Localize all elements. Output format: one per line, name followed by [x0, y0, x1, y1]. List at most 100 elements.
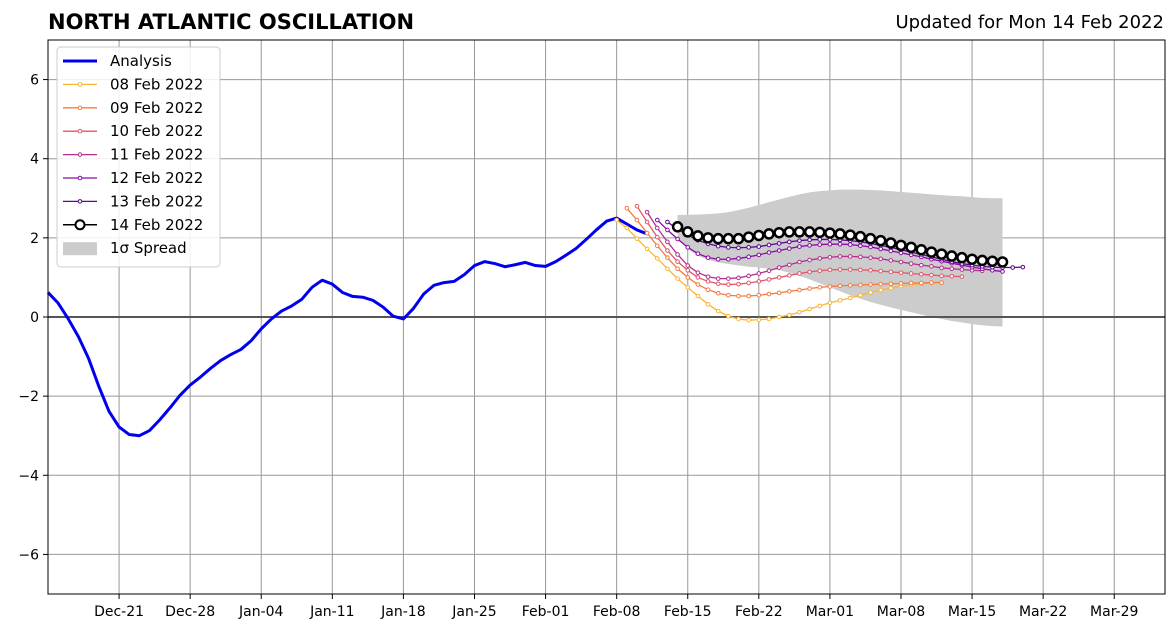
point-10-feb-2022 [654, 234, 660, 240]
point-09-feb-2022 [817, 285, 823, 290]
point-14-feb-2022 [935, 248, 948, 260]
point-11-feb-2022 [695, 270, 701, 275]
point-10-feb-2022 [807, 269, 812, 275]
point-14-feb-2022 [722, 232, 735, 245]
point-09-feb-2022 [695, 282, 701, 287]
point-14-feb-2022 [824, 227, 836, 239]
x-tick-label: Mar-29 [1090, 604, 1138, 620]
point-11-feb-2022 [898, 259, 904, 265]
point-09-feb-2022 [807, 286, 812, 291]
point-09-feb-2022 [797, 287, 802, 293]
point-08-feb-2022 [685, 285, 691, 290]
point-13-feb-2022 [817, 237, 823, 242]
point-11-feb-2022 [644, 209, 650, 215]
point-14-feb-2022 [732, 232, 745, 245]
legend-marker-14-feb-2022 [74, 219, 86, 231]
point-09-feb-2022 [624, 205, 630, 211]
point-10-feb-2022 [705, 279, 711, 284]
point-11-feb-2022 [918, 262, 924, 268]
x-tick-label: Jan-25 [451, 604, 496, 620]
point-11-feb-2022 [807, 257, 812, 263]
point-11-feb-2022 [675, 252, 680, 257]
point-14-feb-2022 [905, 241, 917, 254]
point-09-feb-2022 [898, 281, 904, 286]
point-09-feb-2022 [847, 283, 853, 288]
legend-box [56, 46, 221, 268]
point-08-feb-2022 [634, 236, 640, 241]
point-14-feb-2022 [793, 226, 806, 238]
point-11-feb-2022 [797, 259, 802, 265]
point-12-feb-2022 [766, 250, 772, 255]
point-09-feb-2022 [766, 291, 772, 297]
point-12-feb-2022 [685, 245, 691, 250]
x-tick-label: Feb-22 [735, 604, 783, 620]
point-14-feb-2022 [803, 226, 816, 238]
point-10-feb-2022 [918, 271, 924, 277]
y-tick-label: 0 [30, 310, 39, 326]
point-14-feb-2022 [681, 226, 694, 238]
point-12-feb-2022 [878, 246, 883, 252]
point-11-feb-2022 [786, 262, 792, 268]
point-09-feb-2022 [675, 266, 680, 272]
point-08-feb-2022 [644, 246, 650, 252]
point-11-feb-2022 [715, 276, 721, 281]
point-13-feb-2022 [786, 239, 792, 245]
point-10-feb-2022 [644, 219, 650, 225]
point-12-feb-2022 [868, 244, 873, 250]
point-10-feb-2022 [898, 270, 904, 275]
point-09-feb-2022 [837, 283, 843, 289]
point-11-feb-2022 [685, 263, 691, 268]
point-09-feb-2022 [776, 290, 782, 296]
point-09-feb-2022 [888, 281, 894, 287]
y-tick-label: 2 [30, 231, 39, 247]
legend-marker-09-feb-2022 [77, 105, 83, 111]
point-11-feb-2022 [654, 225, 660, 231]
point-12-feb-2022 [847, 242, 853, 247]
point-10-feb-2022 [776, 275, 782, 280]
point-12-feb-2022 [705, 255, 711, 260]
point-08-feb-2022 [675, 276, 680, 281]
point-12-feb-2022 [675, 236, 680, 242]
point-10-feb-2022 [634, 203, 640, 209]
point-14-feb-2022 [783, 226, 796, 238]
point-14-feb-2022 [702, 232, 714, 244]
legend-marker-11-feb-2022 [77, 152, 83, 157]
point-10-feb-2022 [827, 267, 833, 273]
plot-frame [47, 39, 1166, 595]
point-11-feb-2022 [705, 274, 711, 279]
point-11-feb-2022 [878, 256, 883, 262]
point-14-feb-2022 [976, 254, 988, 267]
point-08-feb-2022 [624, 225, 630, 231]
point-08-feb-2022 [776, 314, 782, 320]
point-08-feb-2022 [817, 303, 823, 309]
point-12-feb-2022 [837, 241, 843, 247]
point-08-feb-2022 [726, 313, 731, 319]
legend-swatch-spread [63, 242, 97, 256]
point-12-feb-2022 [665, 227, 670, 233]
point-10-feb-2022 [715, 281, 721, 287]
axes: Dec-21 Dec-28 Jan-04 Jan-11 Jan-18 Jan-25 Feb-… [18, 39, 1166, 620]
point-09-feb-2022 [756, 292, 762, 298]
point-11-feb-2022 [736, 275, 741, 281]
point-09-feb-2022 [654, 243, 660, 249]
x-tick-label: Dec-21 [94, 604, 144, 620]
point-11-feb-2022 [929, 264, 934, 269]
point-10-feb-2022 [675, 259, 680, 264]
point-10-feb-2022 [878, 268, 883, 274]
point-11-feb-2022 [868, 255, 873, 260]
point-08-feb-2022 [868, 290, 873, 295]
point-10-feb-2022 [868, 268, 873, 273]
point-10-feb-2022 [736, 281, 741, 287]
point-14-feb-2022 [671, 221, 684, 233]
point-10-feb-2022 [726, 282, 731, 287]
point-10-feb-2022 [908, 271, 914, 276]
point-14-feb-2022 [966, 253, 978, 265]
point-09-feb-2022 [858, 282, 863, 288]
legend-label-10-feb-2022: 10 Feb 2022 [110, 122, 203, 140]
x-tick-label: Feb-15 [664, 604, 712, 620]
chart-title: NORTH ATLANTIC OSCILLATION [48, 10, 415, 34]
point-14-feb-2022 [763, 228, 775, 240]
point-14-feb-2022 [753, 229, 765, 242]
point-14-feb-2022 [874, 234, 887, 247]
